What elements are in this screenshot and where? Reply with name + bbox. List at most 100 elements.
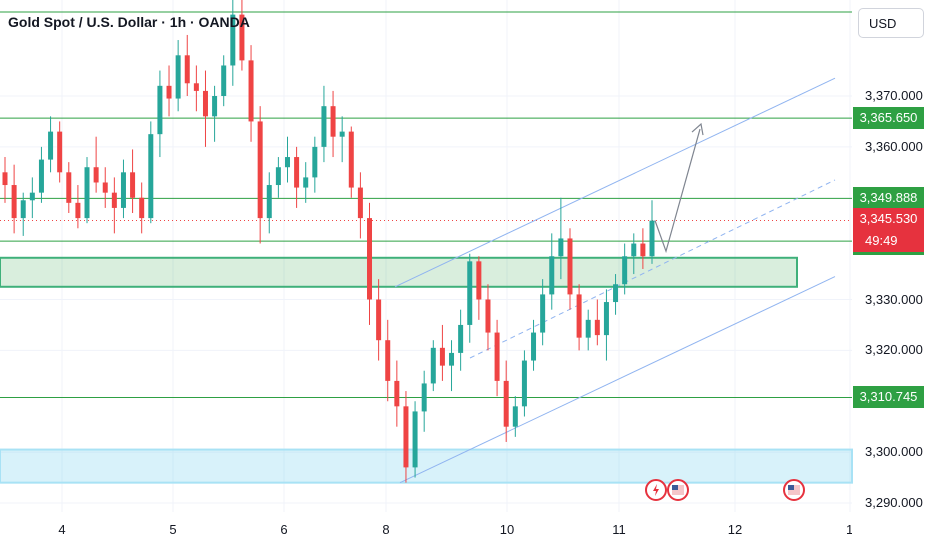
candle-body: [567, 238, 573, 295]
candle-body: [248, 60, 254, 122]
candle-body: [321, 106, 327, 147]
price-tag-3310: 3,310.745: [853, 386, 924, 409]
price-tick-label: 3,290.000: [865, 495, 923, 510]
candle-body: [120, 172, 126, 208]
candle-body: [403, 406, 409, 468]
candle-body: [622, 256, 628, 285]
price-tag-3365: 3,365.650: [853, 107, 924, 130]
price-tick-label: 3,360.000: [865, 138, 923, 154]
candle-body: [549, 256, 555, 295]
candle-body: [11, 185, 17, 219]
price-tick-label: 3,330.000: [865, 291, 923, 307]
channel-upper: [394, 77, 836, 288]
candle-body: [102, 182, 108, 193]
candle-body: [521, 360, 527, 407]
candle-body: [284, 157, 290, 168]
time-tick-label: 4: [58, 522, 66, 537]
price-tick-label: 3,370.000: [865, 88, 923, 103]
candle-body: [330, 106, 336, 137]
candle-body: [376, 299, 382, 341]
candle-body: [130, 172, 136, 198]
candle-body: [57, 131, 63, 173]
candle-body: [111, 192, 117, 208]
currency-button[interactable]: USD: [858, 8, 924, 38]
candle-body: [2, 172, 8, 186]
candle-body: [239, 14, 245, 61]
candle-body: [75, 202, 81, 219]
candle-countdown: 49:49: [853, 230, 924, 253]
candle-body: [458, 324, 464, 353]
price-tick-label: 3,300.000: [865, 444, 923, 460]
candle-body: [212, 96, 218, 117]
candle-body: [294, 157, 300, 188]
candle-body: [20, 200, 26, 219]
us-flag-canton: [672, 485, 678, 490]
us-flag-canton: [788, 485, 794, 490]
candle-body: [348, 131, 354, 188]
candle-body: [385, 340, 391, 381]
candle-body: [66, 172, 72, 203]
price-tick-label: 3,320.000: [865, 342, 923, 358]
candle-body: [221, 65, 227, 96]
price-tag-3349: 3,349.888: [853, 187, 924, 210]
candle-body: [467, 261, 473, 325]
candle-body: [157, 85, 163, 135]
time-tick-label: 10: [499, 522, 515, 537]
current-price-tag: 3,345.530: [853, 208, 924, 231]
candle-body: [603, 302, 609, 336]
candle-body: [275, 167, 281, 186]
candle-body: [558, 238, 564, 257]
candle-body: [439, 347, 445, 366]
candle-body: [430, 347, 436, 384]
candle-body: [84, 167, 90, 219]
candle-body: [494, 332, 500, 381]
candle-body: [184, 55, 190, 84]
candle-body: [585, 319, 591, 338]
time-tick-label: 6: [280, 522, 288, 537]
time-tick-label: 12: [727, 522, 743, 537]
time-tick-label: 13: [846, 522, 852, 537]
channel-middle: [469, 179, 836, 359]
candle-body: [540, 294, 546, 333]
candle-body: [166, 85, 172, 99]
candle-body: [449, 352, 455, 366]
candle-body: [613, 284, 619, 303]
candle-body: [339, 131, 345, 137]
candle-body: [367, 218, 373, 300]
projection-arrow-head: [691, 122, 704, 136]
candle-body: [412, 411, 418, 468]
zone-green: [0, 256, 798, 288]
channel-lower: [399, 276, 836, 484]
candle-body: [421, 383, 427, 412]
candle-body: [175, 55, 181, 99]
candle-body: [485, 299, 491, 333]
candle-body: [48, 131, 54, 160]
candle-body: [257, 121, 263, 219]
candle-body: [503, 380, 509, 427]
zone-blue: [0, 448, 853, 484]
candle-body: [266, 185, 272, 219]
candle-body: [38, 159, 44, 193]
candle-body: [512, 406, 518, 427]
candle-body: [531, 332, 537, 361]
candle-body: [640, 243, 646, 257]
candle-body: [303, 177, 309, 188]
candle-body: [202, 90, 208, 117]
chart-title: Gold Spot / U.S. Dollar · 1h · OANDA: [8, 14, 250, 30]
time-tick-label: 5: [169, 522, 177, 537]
candle-body: [29, 192, 35, 201]
candle-body: [230, 14, 236, 66]
candle-body: [148, 134, 154, 219]
candle-body: [649, 220, 655, 257]
projection-arrow: [654, 128, 701, 254]
candle-body: [193, 83, 199, 91]
candle-body: [594, 319, 600, 336]
candle-body: [93, 167, 99, 183]
candle-body: [139, 197, 145, 219]
candle-body: [394, 380, 400, 407]
lightning-icon: [653, 484, 659, 496]
time-tick-label: 11: [612, 522, 626, 537]
candle-body: [476, 261, 482, 300]
candle-body: [312, 146, 318, 178]
